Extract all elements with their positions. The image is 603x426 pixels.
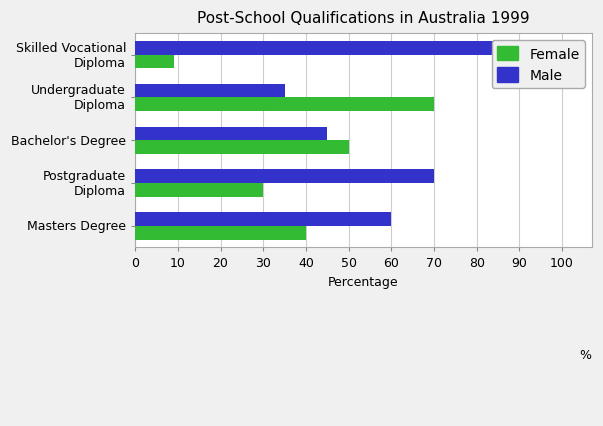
Bar	[135, 184, 263, 197]
X-axis label: Percentage: Percentage	[328, 275, 399, 288]
Bar	[135, 141, 349, 155]
Bar	[135, 170, 434, 184]
Bar	[135, 84, 285, 98]
Bar	[135, 127, 327, 141]
Text: %: %	[579, 348, 591, 361]
Bar	[135, 42, 519, 55]
Bar	[135, 98, 434, 112]
Bar	[135, 55, 174, 69]
Title: Post-School Qualifications in Australia 1999: Post-School Qualifications in Australia …	[197, 11, 530, 26]
Bar	[135, 226, 306, 240]
Legend: Female, Male: Female, Male	[491, 41, 585, 89]
Bar	[135, 213, 391, 226]
